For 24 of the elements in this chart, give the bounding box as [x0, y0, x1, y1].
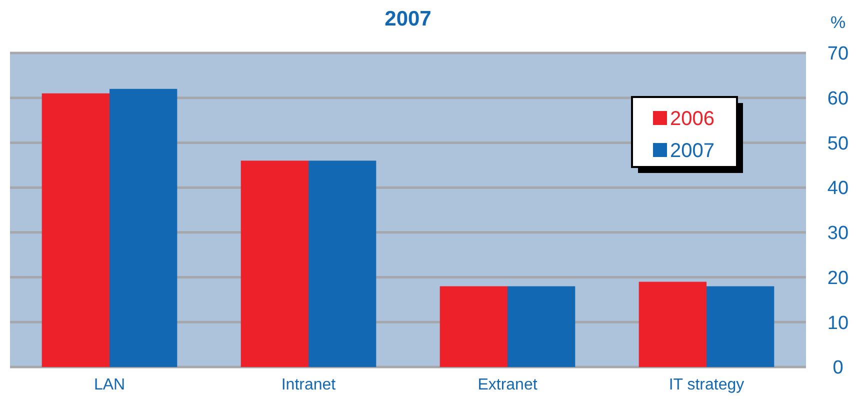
x-tick-label: Intranet: [281, 376, 336, 394]
y-tick-label: 10: [827, 312, 849, 334]
bar: [508, 286, 576, 367]
y-tick-label: 0: [832, 358, 844, 379]
bar: [706, 286, 774, 367]
bar: [308, 160, 376, 367]
chart-title: 2007: [384, 7, 432, 30]
y-tick-label: 20: [827, 268, 849, 289]
x-tick-label: LAN: [94, 376, 126, 394]
bar: [110, 88, 178, 367]
y-tick-label: 70: [827, 44, 849, 65]
y-tick-label: 30: [827, 223, 849, 244]
bar: [440, 286, 508, 367]
legend-label: 2007: [670, 140, 714, 162]
bar: [638, 282, 706, 367]
x-tick-label: IT strategy: [668, 376, 744, 394]
y-tick-label: 60: [827, 88, 849, 110]
legend-label: 2006: [670, 108, 714, 130]
bar: [240, 160, 308, 367]
bar: [42, 93, 110, 367]
y-tick-label: 50: [827, 133, 849, 154]
y-axis-title: %: [830, 12, 846, 32]
x-tick-label: Extranet: [478, 376, 538, 394]
y-tick-label: 40: [827, 178, 849, 200]
